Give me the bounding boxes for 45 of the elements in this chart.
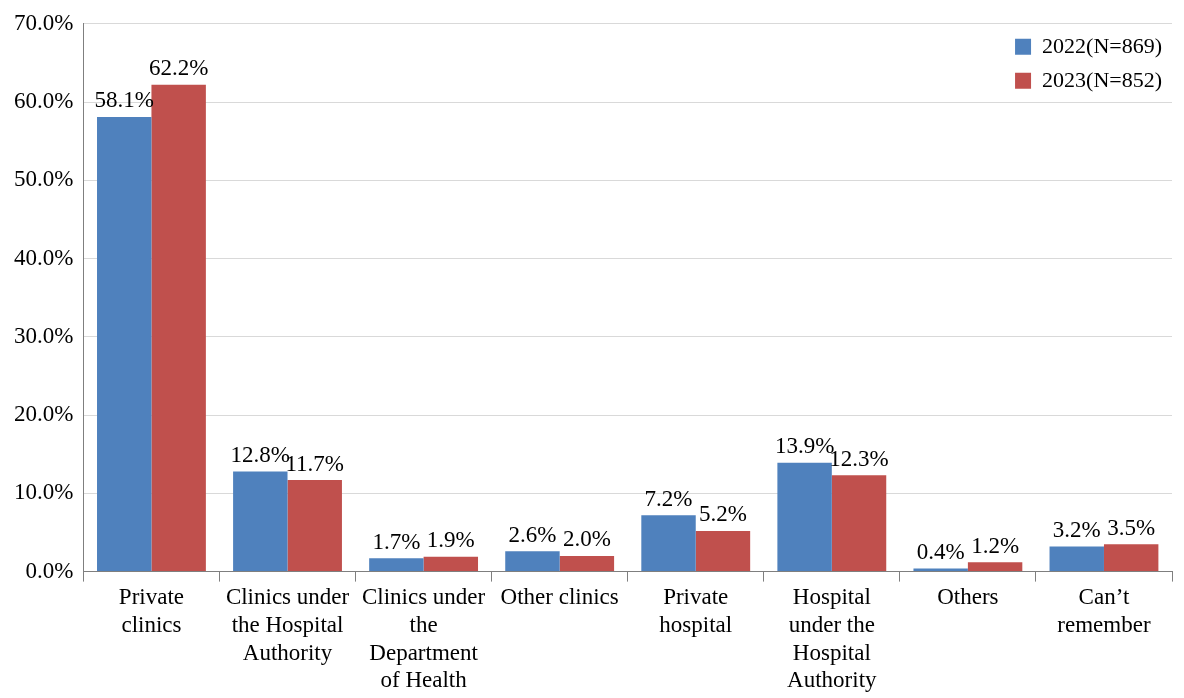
- bar: [97, 116, 152, 572]
- x-tick-label: Clinics under the Hospital Authority: [225, 584, 350, 665]
- data-label: 5.2%: [699, 501, 747, 527]
- y-tick-label: 40.0%: [13, 244, 74, 270]
- x-tick-label: Others: [937, 584, 999, 610]
- data-label: 0.4%: [916, 539, 965, 565]
- data-label: 7.2%: [644, 485, 693, 511]
- data-label: 1.2%: [971, 532, 1020, 558]
- bar: [913, 568, 968, 572]
- bar: [777, 462, 832, 572]
- x-tick-label: Clinics under the Department of Health: [361, 584, 486, 693]
- bar: [505, 551, 560, 572]
- x-tick-label: Private hospital: [659, 584, 733, 638]
- data-label: 2.6%: [508, 521, 557, 547]
- bar: [287, 480, 342, 572]
- legend-label: 2023(N=852): [1042, 66, 1163, 92]
- y-tick-label: 30.0%: [13, 322, 74, 348]
- y-tick-label: 60.0%: [13, 88, 74, 114]
- data-label: 1.7%: [372, 528, 421, 554]
- bar: [1049, 546, 1104, 572]
- data-label: 2.0%: [562, 526, 611, 552]
- data-label: 1.9%: [426, 527, 475, 553]
- x-tick-label: Hospital under the Hospital Authority: [787, 584, 878, 693]
- y-tick-label: 10.0%: [13, 479, 74, 505]
- y-tick-label: 20.0%: [13, 401, 74, 427]
- x-tick-label: Can’t remember: [1057, 584, 1151, 638]
- x-tick-label: Private clinics: [118, 584, 185, 638]
- bar: [831, 475, 887, 572]
- data-label: 3.5%: [1107, 514, 1156, 540]
- data-label: 3.2%: [1052, 517, 1101, 543]
- bar: [151, 84, 206, 572]
- data-label: 62.2%: [148, 55, 209, 81]
- bar: [695, 530, 751, 572]
- bar: [369, 558, 424, 572]
- y-tick-label: 50.0%: [13, 166, 74, 192]
- y-tick-label: 0.0%: [25, 557, 74, 583]
- bar: [233, 471, 288, 572]
- bar: [559, 555, 615, 572]
- x-tick-label: Other clinics: [500, 584, 619, 610]
- legend-label: 2022(N=869): [1042, 32, 1163, 58]
- bar: [1103, 544, 1159, 572]
- bar: [641, 515, 696, 572]
- y-tick-label: 70.0%: [13, 9, 74, 35]
- bar: [967, 562, 1023, 572]
- bar: [423, 556, 479, 572]
